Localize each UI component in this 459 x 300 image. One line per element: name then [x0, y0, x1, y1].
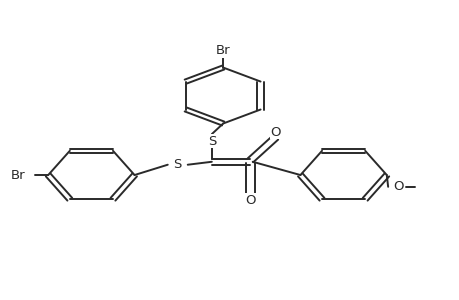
Text: Br: Br — [215, 44, 230, 57]
Text: S: S — [173, 158, 181, 171]
Text: Br: Br — [11, 169, 25, 182]
Text: O: O — [392, 180, 403, 193]
Text: O: O — [269, 126, 280, 139]
Text: O: O — [245, 194, 255, 207]
Text: S: S — [207, 135, 216, 148]
